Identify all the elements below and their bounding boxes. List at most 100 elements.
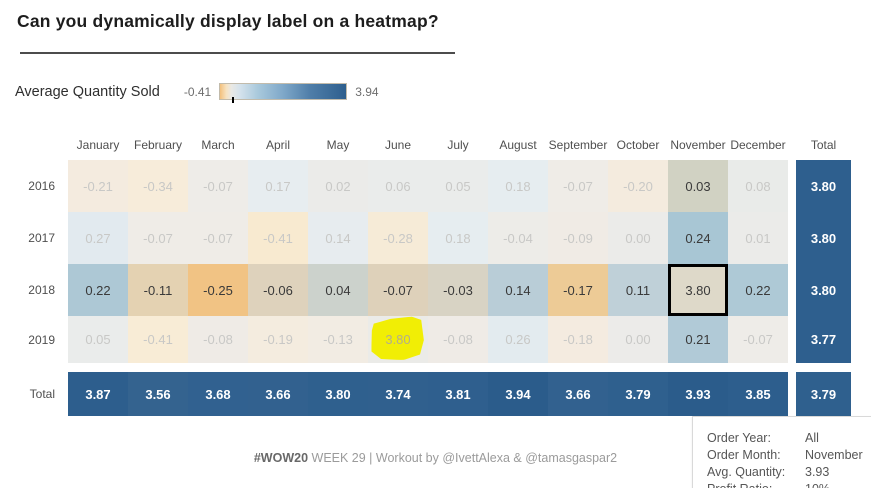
cell-2019-february[interactable]: -0.41	[128, 316, 188, 363]
column-header-july[interactable]: July	[447, 138, 469, 152]
total-cell-2018[interactable]: 3.80	[796, 264, 851, 316]
cell-total-july[interactable]: 3.81	[428, 372, 488, 416]
tooltip-value: All	[805, 431, 819, 445]
cell-2019-december[interactable]: -0.07	[728, 316, 788, 363]
cell-2017-july[interactable]: 0.18	[428, 212, 488, 264]
cell-2016-october[interactable]: -0.20	[608, 160, 668, 212]
legend-gradient-bar[interactable]	[219, 83, 348, 103]
cell-total-february[interactable]: 3.56	[128, 372, 188, 416]
cell-value: 0.14	[325, 230, 351, 246]
cell-total-december[interactable]: 3.85	[728, 372, 788, 416]
cell-2017-september[interactable]: -0.09	[548, 212, 608, 264]
cell-2019-may[interactable]: -0.13	[308, 316, 368, 363]
cell-value: 0.18	[445, 230, 471, 246]
cell-2016-december[interactable]: 0.08	[728, 160, 788, 212]
cell-2017-august[interactable]: -0.04	[488, 212, 548, 264]
cell-2018-may[interactable]: 0.04	[308, 264, 368, 316]
row-header-2018[interactable]: 2018	[28, 283, 55, 297]
cell-total-september[interactable]: 3.66	[548, 372, 608, 416]
cell-total-march[interactable]: 3.68	[188, 372, 248, 416]
heatmap: January February March April May June July Augu…	[10, 130, 851, 416]
cell-total-january[interactable]: 3.87	[68, 372, 128, 416]
cell-2017-october[interactable]: 0.00	[608, 212, 668, 264]
row-header-total[interactable]: Total	[29, 387, 55, 401]
cell-2019-october[interactable]: 0.00	[608, 316, 668, 363]
row-header-2017[interactable]: 2017	[28, 231, 55, 245]
column-header-april[interactable]: April	[265, 138, 290, 152]
cell-2018-february[interactable]: -0.11	[128, 264, 188, 316]
cell-2016-april[interactable]: 0.17	[248, 160, 308, 212]
cell-2019-january[interactable]: 0.05	[68, 316, 128, 363]
cell-2019-march[interactable]: -0.08	[188, 316, 248, 363]
cell-2017-january[interactable]: 0.27	[68, 212, 128, 264]
cell-total-may[interactable]: 3.80	[308, 372, 368, 416]
cell-2017-february[interactable]: -0.07	[128, 212, 188, 264]
column-header-may[interactable]: May	[326, 138, 350, 152]
cell-total-november[interactable]: 3.93	[668, 372, 728, 416]
cell-value: -0.11	[143, 282, 173, 298]
cell-2018-january[interactable]: 0.22	[68, 264, 128, 316]
cell-2016-march[interactable]: -0.07	[188, 160, 248, 212]
cell-2019-july[interactable]: -0.08	[428, 316, 488, 363]
cell-2019-august[interactable]: 0.26	[488, 316, 548, 363]
cell-value: 3.68	[205, 386, 231, 402]
cell-2018-november[interactable]: 3.80	[668, 264, 728, 316]
cell-value: -0.18	[563, 332, 593, 347]
cell-value: 0.24	[685, 230, 711, 246]
cell-total-june[interactable]: 3.74	[368, 372, 428, 416]
cell-2018-july[interactable]: -0.03	[428, 264, 488, 316]
cell-2017-june[interactable]: -0.28	[368, 212, 428, 264]
cell-2016-august[interactable]: 0.18	[488, 160, 548, 212]
column-header-june[interactable]: June	[384, 138, 412, 152]
cell-total-august[interactable]: 3.94	[488, 372, 548, 416]
cell-2018-september[interactable]: -0.17	[548, 264, 608, 316]
column-header-october[interactable]: October	[616, 138, 660, 152]
cell-2018-october[interactable]: 0.11	[608, 264, 668, 316]
cell-2017-march[interactable]: -0.07	[188, 212, 248, 264]
total-cell-2019[interactable]: 3.77	[796, 316, 851, 363]
cell-value: -0.28	[383, 230, 413, 246]
cell-2019-november[interactable]: 0.21	[668, 316, 728, 363]
column-header-march[interactable]: March	[201, 138, 235, 152]
column-header-february[interactable]: February	[133, 138, 183, 152]
cell-2016-november[interactable]: 0.03	[668, 160, 728, 212]
cell-2019-september[interactable]: -0.18	[548, 316, 608, 363]
cell-2017-may[interactable]: 0.14	[308, 212, 368, 264]
column-header-january[interactable]: January	[76, 138, 120, 152]
cell-2016-february[interactable]: -0.34	[128, 160, 188, 212]
cell-value: 0.11	[625, 282, 651, 298]
cell-2018-december[interactable]: 0.22	[728, 264, 788, 316]
title-divider	[20, 52, 455, 54]
cell-value: -0.08	[203, 332, 233, 347]
cell-2016-july[interactable]: 0.05	[428, 160, 488, 212]
cell-2016-september[interactable]: -0.07	[548, 160, 608, 212]
cell-2019-june[interactable]: 3.80	[368, 316, 428, 363]
cell-2018-august[interactable]: 0.14	[488, 264, 548, 316]
row-header-2019[interactable]: 2019	[28, 332, 55, 347]
cell-2018-march[interactable]: -0.25	[188, 264, 248, 316]
cell-2017-november[interactable]: 0.24	[668, 212, 728, 264]
cell-2019-april[interactable]: -0.19	[248, 316, 308, 363]
total-cell-total[interactable]: 3.79	[796, 372, 851, 416]
column-header-december[interactable]: December	[730, 138, 786, 152]
column-header-november[interactable]: November	[670, 138, 726, 152]
cell-2016-june[interactable]: 0.06	[368, 160, 428, 212]
cell-2018-april[interactable]: -0.06	[248, 264, 308, 316]
cell-value: -0.07	[203, 178, 233, 194]
cell-2017-april[interactable]: -0.41	[248, 212, 308, 264]
column-header-september[interactable]: September	[548, 138, 608, 152]
cell-2016-may[interactable]: 0.02	[308, 160, 368, 212]
cell-2017-december[interactable]: 0.01	[728, 212, 788, 264]
cell-value: 0.21	[685, 332, 711, 347]
cell-total-april[interactable]: 3.66	[248, 372, 308, 416]
cell-2018-june[interactable]: -0.07	[368, 264, 428, 316]
color-legend: Average Quantity Sold -0.41 3.94	[15, 83, 379, 103]
column-header-total[interactable]: Total	[810, 138, 837, 152]
page-title: Can you dynamically display label on a h…	[17, 11, 439, 31]
cell-total-october[interactable]: 3.79	[608, 372, 668, 416]
total-cell-2016[interactable]: 3.80	[796, 160, 851, 212]
column-header-august[interactable]: August	[499, 138, 537, 152]
cell-2016-january[interactable]: -0.21	[68, 160, 128, 212]
row-header-2016[interactable]: 2016	[28, 179, 55, 193]
total-cell-2017[interactable]: 3.80	[796, 212, 851, 264]
